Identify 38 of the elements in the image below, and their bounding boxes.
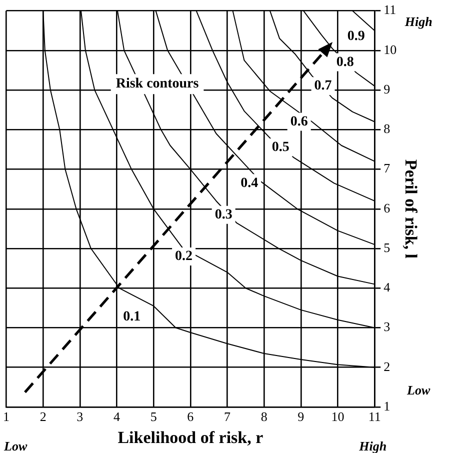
annotation: 0.4 (240, 176, 258, 191)
x-tick-label: 4 (114, 409, 121, 424)
annotation: Risk contours (116, 76, 200, 92)
y-tick-label: 11 (384, 2, 396, 18)
y-tick-label: 10 (384, 42, 397, 57)
annotation: 0.3 (214, 207, 232, 222)
text: Low (406, 382, 430, 398)
y-tick-label: 3 (384, 319, 390, 334)
x-tick-label: 10 (331, 409, 344, 424)
text: Low (3, 438, 28, 453)
x-tick-label: 5 (150, 409, 157, 424)
x-tick-label: 3 (76, 409, 84, 424)
annotation: 0.2 (175, 249, 193, 264)
y-tick-label: 5 (384, 240, 390, 255)
x-tick-label: 7 (224, 409, 232, 424)
y-tick-label: 1 (384, 398, 390, 414)
text: High (358, 438, 387, 453)
x-axis-title: Likelihood of risk, r (118, 428, 264, 448)
annotation: 0.5 (272, 140, 290, 156)
text: High (404, 14, 432, 30)
annotation: 0.7 (314, 78, 332, 94)
x-tick-label: 9 (298, 409, 304, 424)
x-tick-label: 6 (187, 409, 194, 424)
annotation: 0.6 (290, 114, 308, 130)
x-tick-label: 11 (368, 409, 381, 424)
x-tick-label: 8 (260, 409, 268, 424)
y-tick-label: 7 (384, 160, 391, 176)
annotation: 0.9 (347, 29, 365, 44)
annotation: 0.1 (123, 310, 141, 325)
y-tick-label: 9 (384, 81, 390, 96)
y-tick-label: 4 (384, 280, 391, 295)
x-tick-label: 1 (3, 409, 10, 424)
x-tick-label: 2 (40, 409, 46, 424)
y-tick-label: 6 (384, 200, 391, 216)
y-tick-label: 8 (384, 121, 390, 136)
y-tick-label: 2 (384, 358, 390, 374)
y-axis-title: Peril of risk, l (401, 159, 420, 259)
annotation: 0.8 (336, 54, 354, 70)
